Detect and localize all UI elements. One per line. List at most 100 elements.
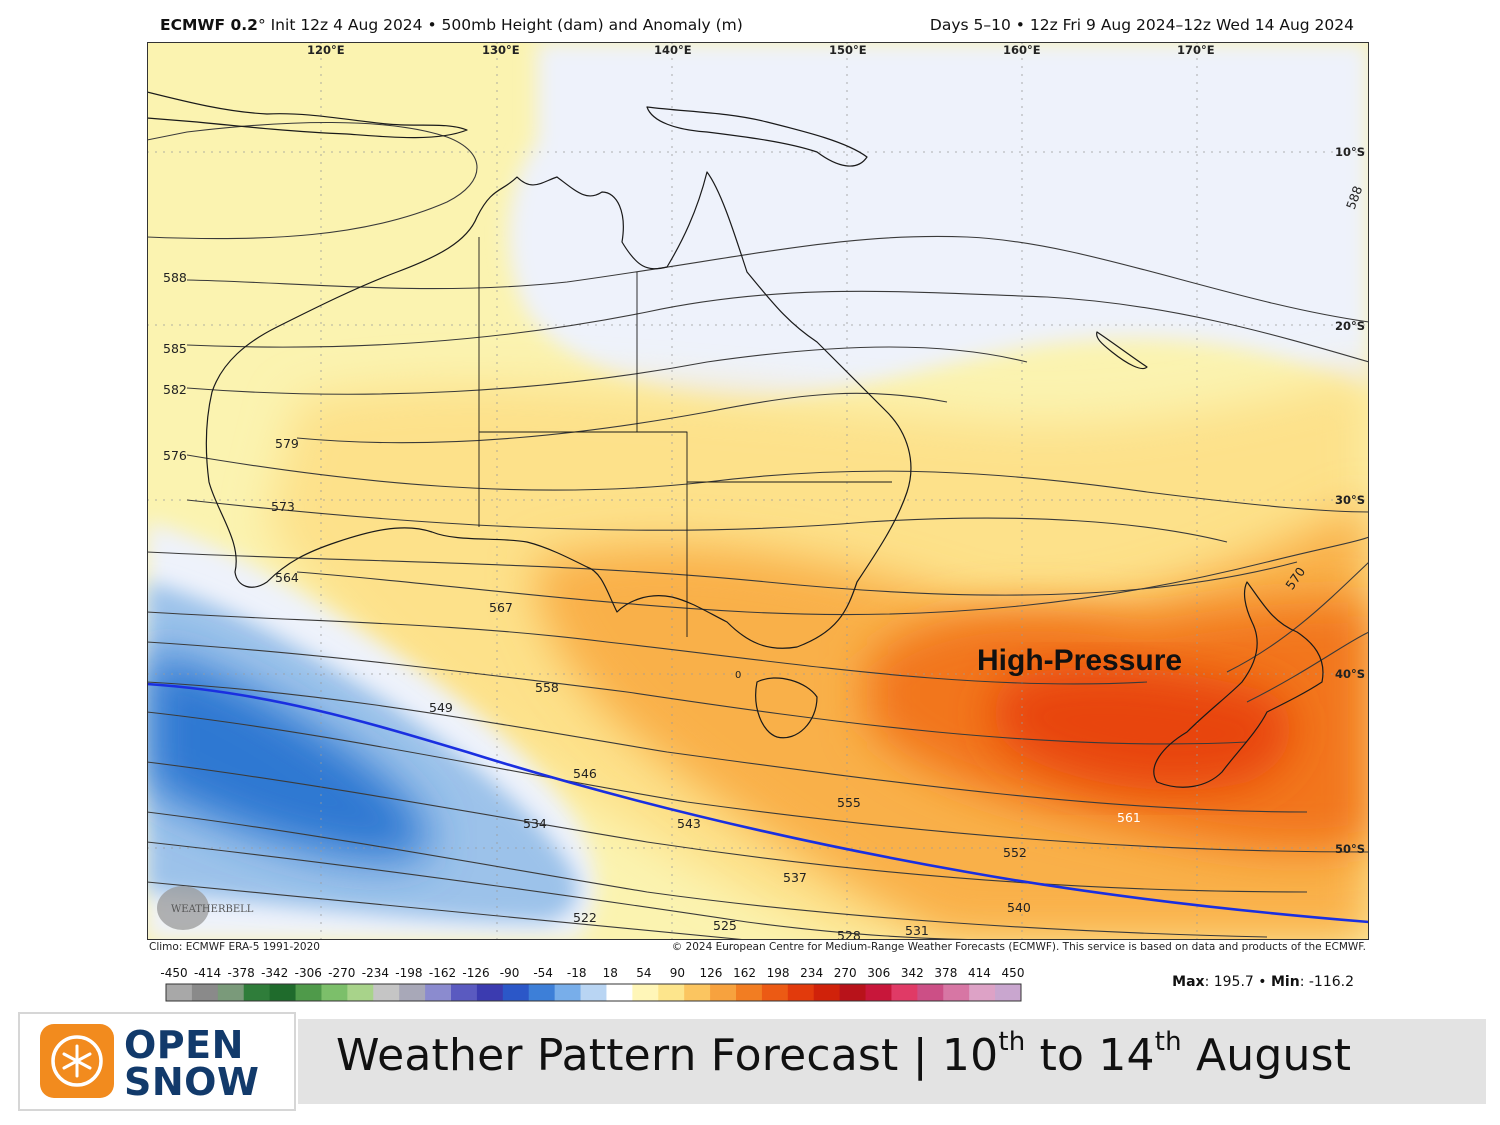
colorbar-cell: [217, 984, 245, 1001]
max-label: Max: [1172, 974, 1205, 990]
colorbar-tick-label: 90: [670, 966, 685, 980]
graticule-labels: 120°E 130°E 140°E 150°E 160°E 170°E 10°S…: [307, 43, 1365, 856]
contour-label: 585: [163, 341, 187, 356]
cool-anomaly-core: [147, 652, 429, 861]
colorbar-tick-label: 198: [767, 966, 790, 980]
colorbar-cell: [295, 984, 322, 1001]
colorbar-tick-label: -162: [429, 966, 456, 980]
contour-label: 552: [1003, 845, 1027, 860]
state-borders: [478, 237, 892, 637]
anomaly-shading: [147, 42, 1369, 940]
colorbar-cell: [451, 984, 478, 1001]
max-min-readout: Max: 195.7 • Min: -116.2: [1172, 974, 1354, 990]
latitude-label: 20°S: [1335, 319, 1365, 333]
colorbar-tick-label: -18: [567, 966, 587, 980]
new-guinea-coastline: [646, 106, 868, 167]
map-header-left: ECMWF 0.2° Init 12z 4 Aug 2024 • 500mb H…: [160, 16, 743, 34]
colorbar-tick-label: -342: [261, 966, 288, 980]
contour-label: 525: [713, 918, 737, 933]
contour-label: 555: [837, 795, 861, 810]
colorbar-tick-label: 54: [636, 966, 651, 980]
longitude-label: 160°E: [1003, 43, 1041, 57]
colorbar-tick-label: -126: [462, 966, 489, 980]
watermark-text: WEATHERBELL: [171, 904, 254, 915]
colorbar-cell: [554, 984, 582, 1001]
weatherbell-watermark: WEATHERBELL: [157, 886, 254, 930]
colorbar-border: [165, 983, 1022, 1002]
colorbar-cell: [606, 984, 633, 1001]
map-border: [147, 42, 1369, 940]
highlight-contour-540: [147, 682, 1369, 924]
colorbar-tick-label: -270: [328, 966, 355, 980]
colorbar-tick-label: -234: [362, 966, 389, 980]
contour-label: 576: [163, 448, 187, 463]
contour-label: 522: [573, 910, 597, 925]
colorbar-cell: [736, 984, 763, 1001]
longitude-label: 130°E: [482, 43, 520, 57]
contour-label: 573: [271, 499, 295, 514]
climo-footnote: Climo: ECMWF ERA-5 1991-2020: [149, 941, 320, 953]
colorbar-cell: [191, 984, 219, 1001]
colorbar-cell: [166, 984, 193, 1001]
longitude-label: 140°E: [654, 43, 692, 57]
colorbar-cell: [813, 984, 841, 1001]
tasmania-coastline: [755, 677, 818, 739]
graticule: [147, 42, 1369, 940]
colorbar-cell: [943, 984, 970, 1001]
contour-label: 519: [617, 936, 641, 940]
colorbar-cell: [580, 984, 607, 1001]
run-info: Init 12z 4 Aug 2024 • 500mb Height (dam)…: [265, 16, 743, 34]
colorbar-ticks: -450 -414 -378 -342 -306 -270 -234 -198 -162 -126…: [160, 966, 1024, 980]
contour-label: 543: [677, 816, 701, 831]
colorbar-tick-label: 450: [1002, 966, 1025, 980]
logo-text-open: OPEN: [124, 1023, 244, 1067]
title-sup: th: [998, 1027, 1026, 1057]
colorbar-cell: [658, 984, 685, 1001]
contour-label: 540: [1007, 900, 1031, 915]
colorbar-tick-label: -90: [500, 966, 520, 980]
colorbar-cells: [166, 984, 1022, 1001]
colorbar-tick-label: 18: [603, 966, 618, 980]
forecast-map: 588 585 582 579 576 573 564 567 558 549 …: [147, 42, 1369, 940]
contour-label: 558: [535, 680, 559, 695]
colorbar-cell: [425, 984, 452, 1001]
longitude-label: 150°E: [829, 43, 867, 57]
colorbar-tick-label: 162: [733, 966, 756, 980]
colorbar-cell: [347, 984, 374, 1001]
colorbar-cell: [399, 984, 426, 1001]
colorbar-cell: [373, 984, 400, 1001]
new-zealand-coastline: [1153, 581, 1324, 788]
colorbar-tick-label: -450: [160, 966, 187, 980]
colorbar-tick-label: -54: [533, 966, 553, 980]
colorbar-cell: [710, 984, 737, 1001]
contour-label: 537: [783, 870, 807, 885]
warm-anomaly-peak: [993, 666, 1292, 791]
latitude-label: 10°S: [1335, 145, 1365, 159]
height-contours: [147, 121, 1369, 940]
cool-anomaly-north: [508, 42, 1369, 403]
colorbar-tick-label: -198: [395, 966, 422, 980]
colorbar-cell: [476, 984, 504, 1001]
colorbar-cell: [502, 984, 530, 1001]
latitude-label: 30°S: [1335, 493, 1365, 507]
opensnow-logo: OPEN SNOW: [18, 1012, 296, 1111]
contour-label: 564: [275, 570, 299, 585]
copyright-footnote: © 2024 European Centre for Medium-Range …: [671, 941, 1366, 953]
opensnow-icon: [40, 1024, 114, 1098]
colorbar-cell: [269, 984, 297, 1001]
title-part: August: [1181, 1030, 1352, 1081]
title-part: to 14: [1025, 1030, 1155, 1081]
contour-label: 531: [905, 923, 929, 938]
colorbar-cell: [321, 984, 348, 1001]
colorbar-tick-label: 126: [700, 966, 723, 980]
australia-coastline: [205, 171, 912, 649]
min-label: Min: [1270, 974, 1300, 990]
colorbar-cell: [917, 984, 944, 1001]
colorbar-cell: [528, 984, 556, 1001]
new-caledonia-coastline: [1096, 331, 1148, 370]
colorbar-cell: [787, 984, 815, 1001]
colorbar-cell: [865, 984, 892, 1001]
colorbar-cell: [969, 984, 996, 1001]
forecast-title: Weather Pattern Forecast | 10th to 14th …: [336, 1027, 1352, 1081]
colorbar-tick-label: -414: [194, 966, 221, 980]
